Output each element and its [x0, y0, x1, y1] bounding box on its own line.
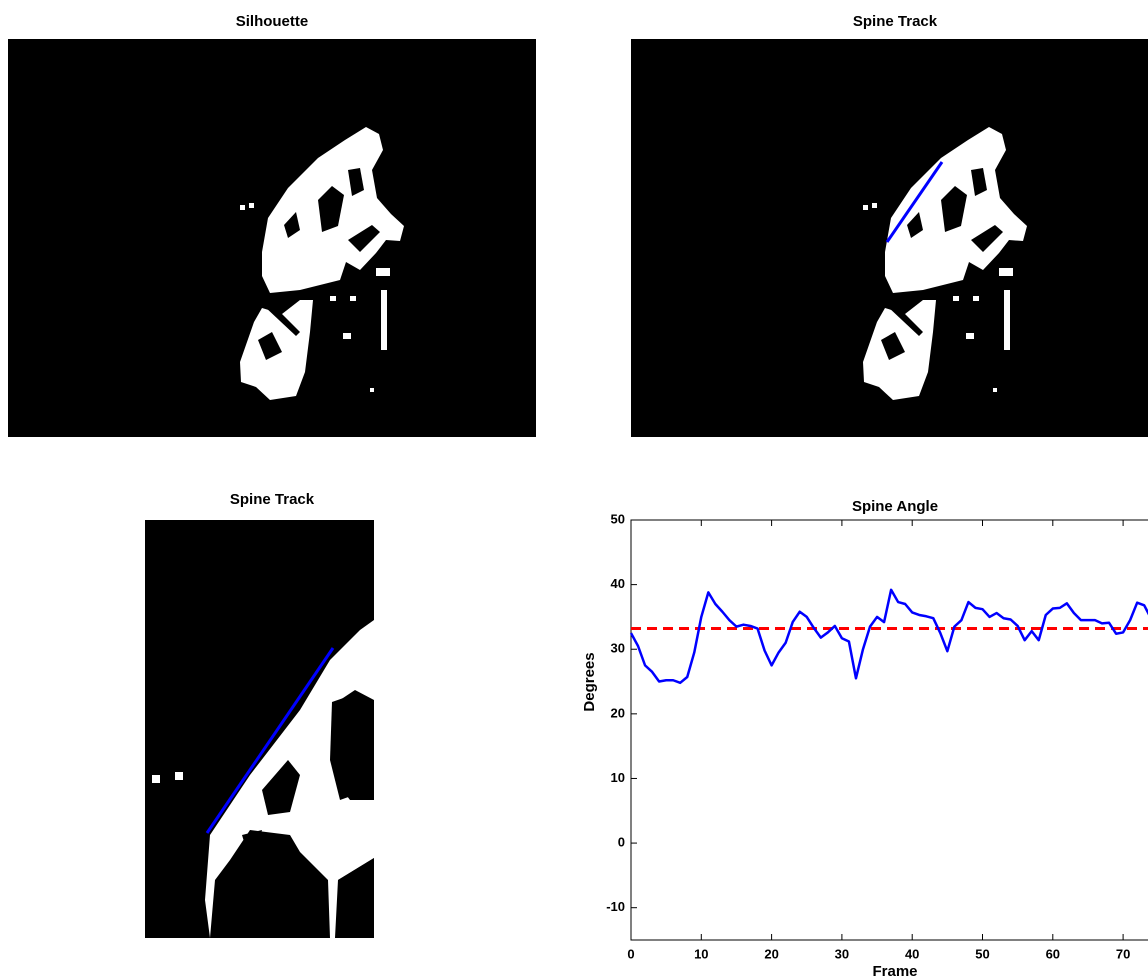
y-tick-label: 40	[611, 576, 625, 591]
y-axis-label: Degrees	[581, 652, 598, 711]
y-tick-label: 20	[611, 705, 625, 720]
x-tick-label: 70	[1116, 946, 1130, 961]
y-tick-label: 10	[611, 770, 625, 785]
x-tick-label: 20	[764, 946, 778, 961]
spine-line	[885, 161, 944, 243]
spine-line	[205, 647, 335, 834]
x-tick-label: 50	[975, 946, 989, 961]
x-tick-label: 30	[835, 946, 849, 961]
x-axis-label: Frame	[872, 963, 917, 980]
x-tick-label: 40	[905, 946, 919, 961]
panel-title: Spine Track	[230, 491, 315, 508]
x-tick-label: 60	[1046, 946, 1060, 961]
panel-title: Silhouette	[236, 13, 309, 30]
plot-area	[630, 519, 1148, 941]
series-line	[629, 588, 1148, 685]
x-tick-label: 10	[694, 946, 708, 961]
y-tick-label: 0	[618, 835, 625, 850]
x-tick-label: 0	[627, 946, 634, 961]
chart-title: Spine Angle	[852, 498, 938, 515]
y-tick-label: 30	[611, 641, 625, 656]
y-tick-label: 50	[611, 511, 625, 526]
silhouette-crop-holes	[242, 695, 374, 938]
panel-title: Spine Track	[853, 13, 938, 30]
y-tick-label: -10	[606, 899, 625, 914]
